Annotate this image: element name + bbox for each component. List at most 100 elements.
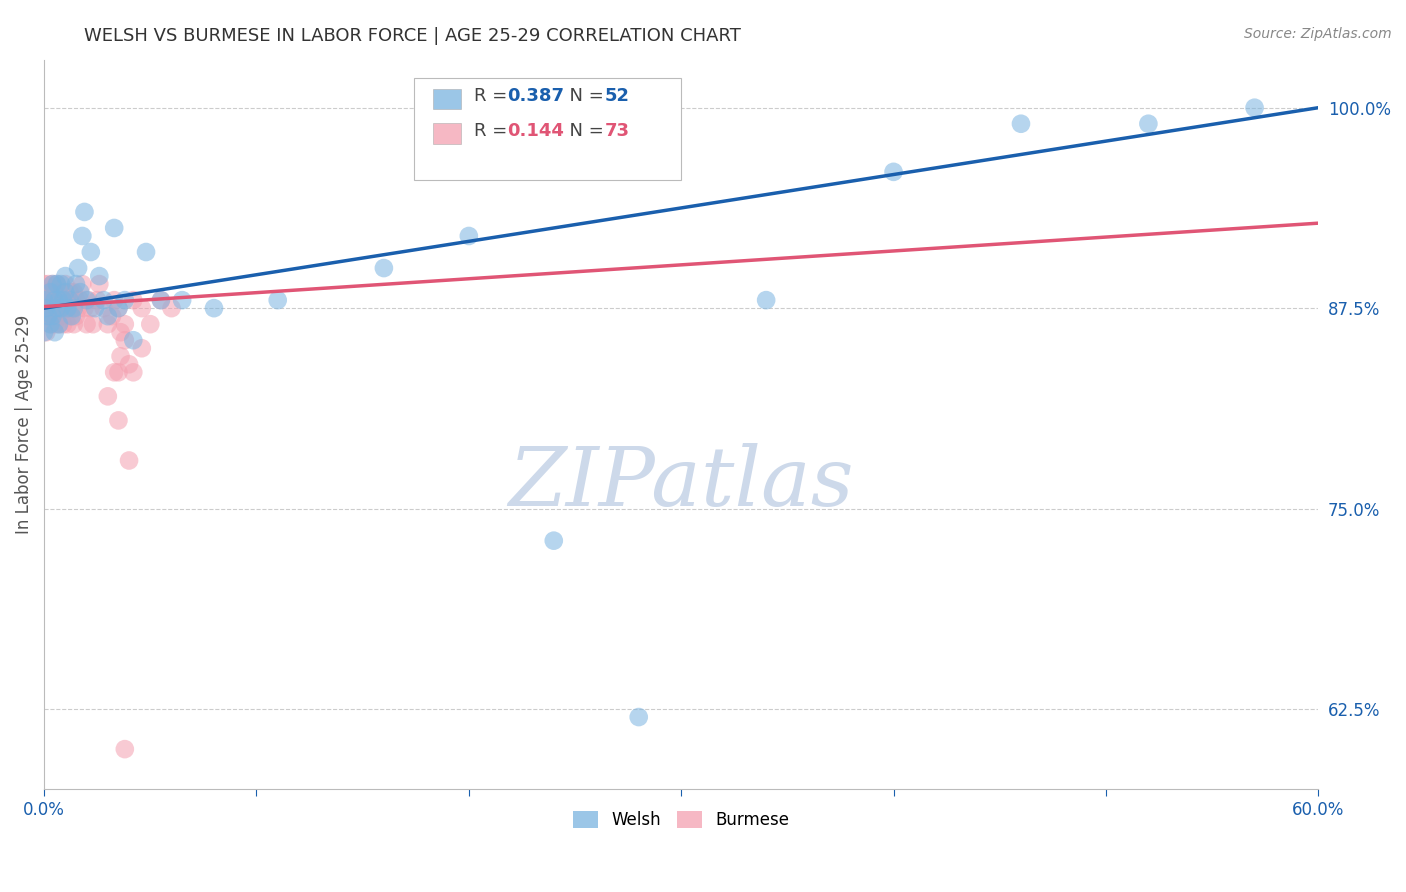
Point: [39, 317, 62, 331]
Point: [37, 309, 59, 323]
Point: [110, 349, 132, 363]
Point: [37, 309, 59, 323]
Point: [89, 277, 111, 291]
Point: [48, 301, 70, 315]
Point: [101, 309, 124, 323]
Legend: Welsh, Burmese: Welsh, Burmese: [567, 804, 796, 836]
Point: [103, 293, 125, 307]
Point: [1010, 117, 1032, 131]
Point: [1137, 117, 1160, 131]
Point: [39, 285, 62, 299]
Point: [67, 301, 90, 315]
Point: [53, 285, 76, 299]
Point: [56, 317, 79, 331]
Text: ZIPatlas: ZIPatlas: [509, 442, 853, 523]
Point: [93, 293, 115, 307]
Point: [67, 261, 90, 276]
Point: [65, 277, 87, 291]
Y-axis label: In Labor Force | Age 25-29: In Labor Force | Age 25-29: [15, 315, 32, 534]
Point: [48, 317, 70, 331]
Point: [107, 413, 129, 427]
Point: [49, 293, 72, 307]
Point: [44, 293, 66, 307]
Point: [60, 301, 83, 315]
Point: [122, 293, 145, 307]
Point: [755, 293, 778, 307]
Point: [139, 317, 162, 331]
Point: [44, 301, 66, 315]
Point: [883, 165, 905, 179]
Point: [41, 293, 63, 307]
Point: [56, 301, 79, 315]
Point: [72, 277, 94, 291]
Point: [114, 293, 136, 307]
Point: [172, 293, 194, 307]
Point: [45, 277, 67, 291]
FancyBboxPatch shape: [433, 123, 461, 144]
Point: [107, 301, 129, 315]
Point: [65, 309, 87, 323]
Text: N =: N =: [558, 87, 609, 105]
Text: 73: 73: [605, 122, 630, 140]
Point: [52, 293, 75, 307]
FancyBboxPatch shape: [413, 78, 681, 180]
Point: [44, 317, 66, 331]
Point: [77, 293, 100, 307]
Point: [49, 277, 72, 291]
Point: [86, 293, 108, 307]
Point: [32, 277, 55, 291]
Point: [103, 221, 125, 235]
Point: [89, 269, 111, 284]
Text: 0.144: 0.144: [506, 122, 564, 140]
Point: [97, 309, 120, 323]
Point: [35, 285, 58, 299]
Point: [131, 341, 153, 355]
Point: [41, 277, 63, 291]
Point: [114, 742, 136, 756]
Point: [41, 309, 63, 323]
Point: [93, 301, 115, 315]
Point: [84, 301, 107, 315]
Point: [149, 293, 172, 307]
Point: [58, 309, 80, 323]
Point: [80, 245, 103, 260]
Point: [35, 325, 58, 339]
Point: [35, 301, 58, 315]
Point: [118, 357, 141, 371]
Point: [63, 285, 86, 299]
Point: [114, 317, 136, 331]
Point: [63, 301, 86, 315]
Text: WELSH VS BURMESE IN LABOR FORCE | AGE 25-29 CORRELATION CHART: WELSH VS BURMESE IN LABOR FORCE | AGE 25…: [84, 27, 741, 45]
Point: [58, 293, 80, 307]
Point: [149, 293, 172, 307]
Point: [160, 301, 183, 315]
Point: [32, 325, 55, 339]
Point: [122, 333, 145, 347]
Point: [32, 293, 55, 307]
Text: 0.387: 0.387: [506, 87, 564, 105]
Point: [543, 533, 565, 548]
Point: [53, 277, 76, 291]
Point: [39, 301, 62, 315]
Point: [45, 277, 67, 291]
Point: [97, 317, 120, 331]
Point: [41, 309, 63, 323]
Point: [60, 293, 83, 307]
Point: [72, 229, 94, 244]
Point: [107, 365, 129, 379]
FancyBboxPatch shape: [433, 89, 461, 109]
Point: [48, 317, 70, 331]
Point: [267, 293, 290, 307]
Point: [202, 301, 225, 315]
Point: [37, 293, 59, 307]
Point: [32, 293, 55, 307]
Text: 52: 52: [605, 87, 630, 105]
Point: [52, 301, 75, 315]
Point: [82, 317, 104, 331]
Point: [135, 245, 157, 260]
Point: [53, 293, 76, 307]
Point: [131, 301, 153, 315]
Point: [45, 293, 67, 307]
Text: N =: N =: [558, 122, 609, 140]
Point: [45, 309, 67, 323]
